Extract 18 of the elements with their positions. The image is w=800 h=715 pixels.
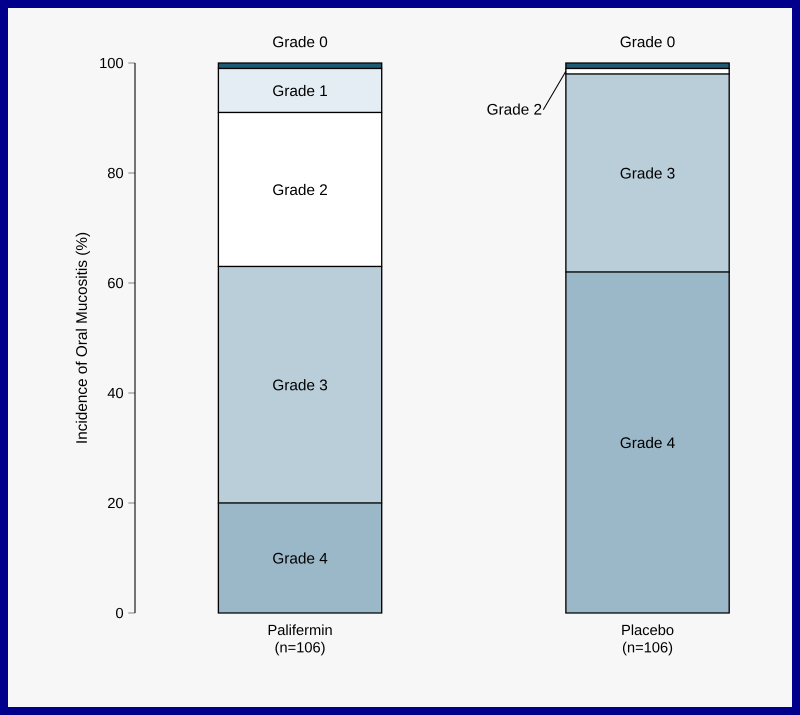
y-axis-title: Incidence of Oral Mucositis (%) [76, 232, 90, 443]
text: Grade 2 [487, 103, 542, 115]
y-tick-label: 0 [116, 608, 124, 618]
text: Grade 3 [620, 167, 675, 179]
y-tick-label: 80 [108, 168, 124, 178]
series-label: Grade 1 [273, 84, 327, 96]
text: Grade 2 [273, 184, 327, 196]
text: Grade 4 [620, 436, 675, 448]
x-tick-label: Placebo (n=106) [622, 624, 674, 656]
y-tick-label: 60 [108, 278, 124, 288]
text: Grade 0 [620, 36, 675, 48]
y-tick-label: 20 [108, 498, 124, 508]
x-tick-label: Palifermin (n=106) [268, 624, 332, 656]
y-tick-label: 100 [100, 58, 124, 68]
y-tick-label: 40 [108, 388, 124, 398]
series-label: Grade 3 [273, 379, 328, 390]
series-label: Grade 4 [273, 552, 328, 564]
series-label: Grade 0 [273, 36, 328, 48]
